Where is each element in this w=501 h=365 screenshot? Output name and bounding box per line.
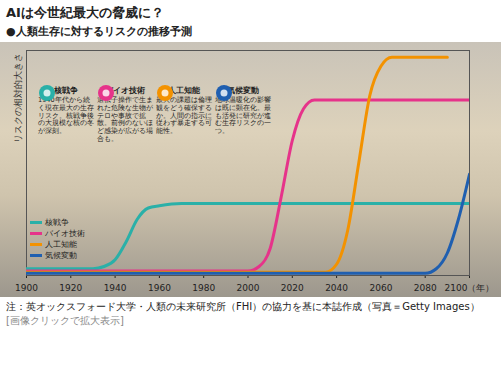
html-text:●人類生存に対するリスクの推移予測: ●人類生存に対するリスクの推移予測	[6, 25, 192, 38]
svg-text:2100（年）: 2100（年）	[445, 283, 495, 293]
html-text:人工知能: 人工知能	[168, 86, 200, 95]
html-text:AIは今世紀最大の脅威に？: AIは今世紀最大の脅威に？	[6, 5, 164, 20]
html-text:気候変動: 気候変動	[227, 86, 259, 95]
html-text:気候変動: 気候変動	[45, 251, 77, 260]
svg-text:1940: 1940	[104, 283, 127, 293]
html-text:遺伝子操作で生まれた危険な生物がテロや事故で拡散。前例のない: 遺伝子操作で生まれた危険な生物がテロや事故で拡散。前例のないほど感染が広がる場合…	[97, 96, 153, 143]
svg-text:2000: 2000	[237, 283, 260, 293]
html-text:注：英オックスフォード大学・人類の未来研究所（FHI）の協力: 注：英オックスフォード大学・人類の未来研究所（FHI）の協力を基に本誌作成（写真…	[6, 301, 480, 312]
html-text:地球温暖化の影響は既に顕在化。最も活発に研究が進む生存リスク: 地球温暖化の影響は既に顕在化。最も活発に研究が進む生存リスクの一つ。	[215, 96, 271, 136]
svg-text:2080: 2080	[414, 283, 437, 293]
svg-text:1960: 1960	[148, 283, 171, 293]
svg-text:2020: 2020	[281, 283, 304, 293]
html-text:核戦争: 核戦争	[45, 218, 69, 227]
html-text:1940年代から続く現在最大の生存リスク。核戦争後の大規模な: 1940年代から続く現在最大の生存リスク。核戦争後の大規模な核の冬が深刻。	[38, 96, 94, 136]
svg-text:2060: 2060	[369, 283, 392, 293]
svg-text:リスクの相対的大きさ: リスクの相対的大きさ	[13, 53, 23, 143]
html-text:[画像クリックで拡大表示]: [画像クリックで拡大表示]	[6, 315, 124, 326]
html-text:最大の課題は倫理観をどう確保するか。人間の指示に従わず暴走す: 最大の課題は倫理観をどう確保するか。人間の指示に従わず暴走する可能性。	[156, 96, 212, 136]
svg-text:1920: 1920	[59, 283, 82, 293]
svg-text:1980: 1980	[192, 283, 215, 293]
html-text:人工知能: 人工知能	[45, 240, 77, 249]
svg-text:2040: 2040	[325, 283, 348, 293]
html-text:バイオ技術: バイオ技術	[45, 229, 85, 238]
html-text:核戦争: 核戦争	[54, 86, 78, 95]
svg-text:1900: 1900	[15, 283, 38, 293]
html-text:バイオ技術: バイオ技術	[105, 86, 145, 95]
